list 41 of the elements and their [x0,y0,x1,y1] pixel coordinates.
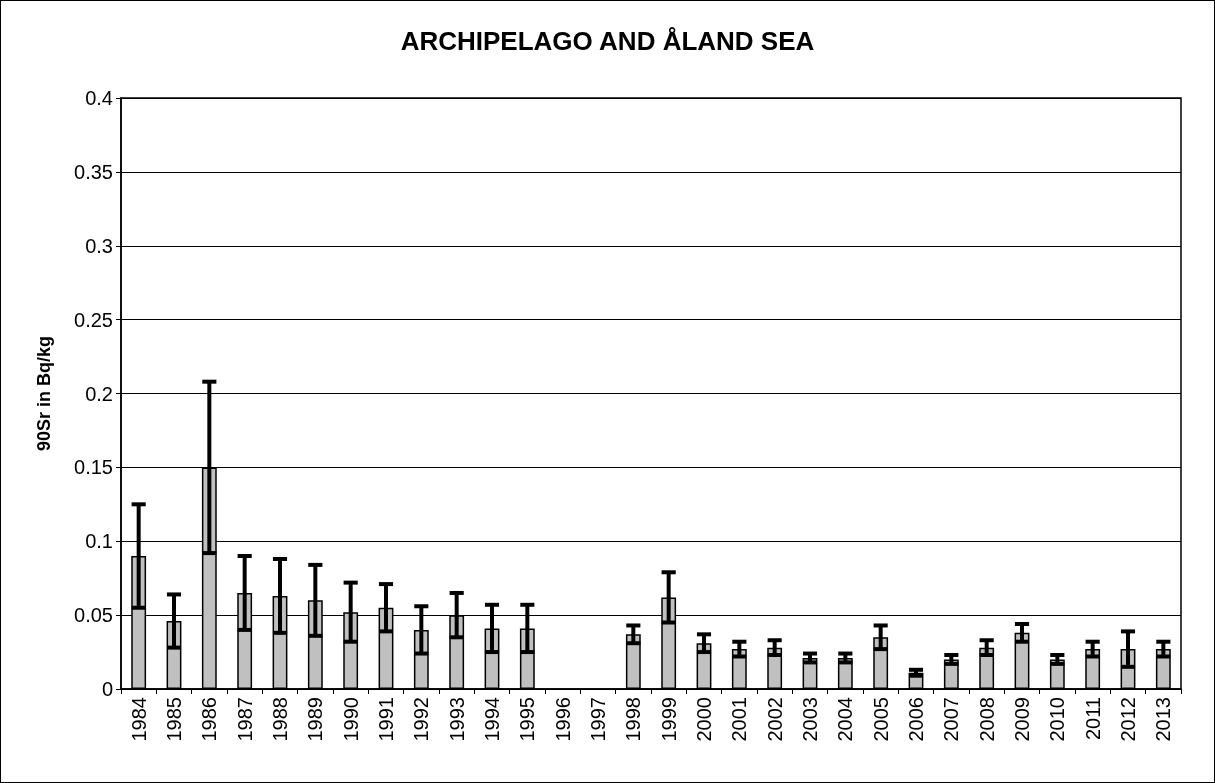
x-tick-label: 2008 [975,697,998,742]
x-tick-label: 1989 [304,697,327,742]
x-tick-label: 1995 [516,697,539,742]
x-tick-label: 2013 [1152,697,1175,742]
x-tick-label: 1990 [339,697,362,742]
x-tick-label: 2011 [1081,697,1104,741]
x-tick-label: 1999 [657,697,680,742]
y-tick-label: 0.05 [74,604,113,627]
x-tick-label: 1987 [233,697,256,742]
x-tick-label: 2004 [834,697,857,742]
x-tick-label: 1992 [410,697,433,742]
x-tick-label: 2006 [905,697,927,742]
x-tick-label: 2012 [1117,697,1139,742]
x-tick-label: 1993 [445,697,468,742]
x-tick-label: 1998 [622,697,645,742]
x-tick-label: 1997 [587,697,609,742]
x-tick-label: 2003 [799,697,821,742]
y-tick-label: 0.3 [85,234,113,257]
x-tick-label: 1988 [269,697,291,742]
x-tick-label: 1996 [551,697,574,742]
x-tick-label: 2002 [763,697,786,742]
x-tick-label: 1986 [198,697,221,742]
x-tick-label: 1991 [375,697,397,742]
x-tick-label: 2007 [940,697,963,742]
x-tick-label: 1985 [163,697,185,742]
chart-title: ARCHIPELAGO AND ÅLAND SEA [400,26,815,56]
y-tick-label: 0 [101,678,113,700]
x-tick-label: 1984 [127,697,150,742]
y-tick-label: 0.35 [74,160,113,183]
x-tick-label: 2000 [693,697,715,742]
y-tick-label: 0.1 [85,530,113,553]
y-tick-label: 0.4 [85,87,113,109]
y-tick-label: 0.2 [85,382,113,405]
y-tick-label: 0.25 [74,308,113,331]
y-tick-label: 0.15 [74,456,113,479]
x-tick-label: 2005 [869,697,892,742]
x-tick-label: 2001 [728,697,751,742]
x-tick-label: 2010 [1046,697,1069,742]
x-tick-label: 2009 [1011,697,1033,742]
x-tick-label: 1994 [481,697,503,742]
y-axis-title: 90Sr in Bq/kg [34,335,54,452]
